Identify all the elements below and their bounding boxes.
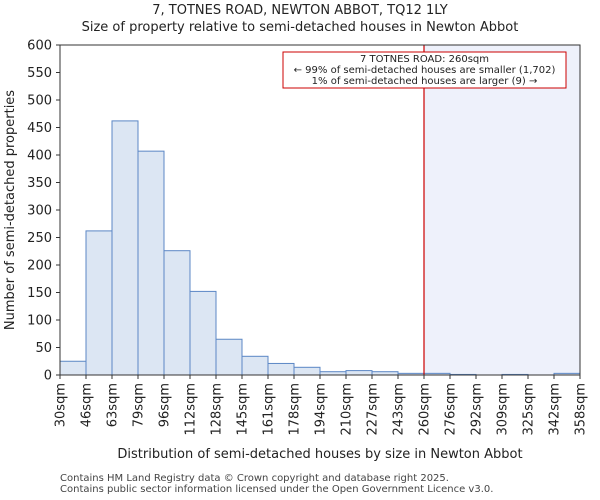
y-tick-label: 550 — [27, 66, 52, 81]
bar-46sqm — [85, 230, 113, 376]
bar-63sqm — [111, 120, 139, 376]
y-tick-label: 150 — [27, 286, 52, 301]
plot-frame — [59, 44, 581, 376]
x-tick-label: 128sqm — [210, 383, 225, 436]
y-tick-label: 200 — [27, 259, 52, 274]
bar-79sqm — [137, 150, 165, 376]
x-tick-label: 325sqm — [522, 383, 537, 436]
x-tick-label: 243sqm — [392, 383, 407, 436]
bar-112sqm — [189, 290, 217, 376]
y-tick-label: 350 — [27, 176, 52, 191]
x-tick-label: 358sqm — [574, 383, 589, 436]
footer-line-2: Contains public sector information licen… — [60, 484, 494, 495]
x-tick-label: 210sqm — [340, 383, 355, 436]
x-tick-label: 112sqm — [184, 383, 199, 436]
x-tick-label: 178sqm — [288, 383, 303, 436]
annotation-line-2: ← 99% of semi-detached houses are smalle… — [294, 65, 556, 76]
bar-161sqm — [267, 362, 295, 376]
x-axis-label: Distribution of semi-detached houses by … — [117, 447, 522, 462]
bar-128sqm — [215, 338, 243, 376]
footer-line-1: Contains HM Land Registry data © Crown c… — [60, 473, 449, 484]
y-tick-label: 500 — [27, 94, 52, 109]
y-tick-label: 300 — [27, 204, 52, 219]
bar-178sqm — [293, 366, 321, 376]
annotation-line-3: 1% of semi-detached houses are larger (9… — [312, 76, 538, 87]
x-tick-label: 194sqm — [314, 383, 329, 436]
y-tick-label: 450 — [27, 121, 52, 136]
annotation-box: 7 TOTNES ROAD: 260sqm ← 99% of semi-deta… — [282, 51, 567, 89]
highlight-region — [424, 45, 580, 375]
x-axis: 30sqm 46sqm 63sqm 79sqm 96sqm 112sqm 128sqm 145… — [54, 375, 589, 436]
bar-210sqm — [345, 370, 373, 376]
annotation-line-1: 7 TOTNES ROAD: 260sqm — [360, 54, 489, 65]
x-tick-label: 79sqm — [132, 383, 147, 427]
y-axis-label: Number of semi-detached properties — [3, 90, 18, 330]
y-tick-label: 400 — [27, 149, 52, 164]
x-tick-label: 309sqm — [496, 383, 511, 436]
x-tick-label: 260sqm — [418, 383, 433, 436]
bar-145sqm — [241, 355, 269, 376]
x-tick-label: 96sqm — [158, 383, 173, 427]
bars-group — [59, 120, 581, 376]
x-tick-label: 30sqm — [54, 383, 69, 427]
y-tick-label: 50 — [35, 341, 52, 356]
bar-96sqm — [163, 250, 191, 376]
chart-title: 7, TOTNES ROAD, NEWTON ABBOT, TQ12 1LY — [152, 3, 448, 18]
x-tick-label: 46sqm — [80, 383, 95, 427]
y-axis: 0 50 100 150 200 250 300 350 400 450 500 550 600 — [27, 39, 60, 384]
x-tick-label: 292sqm — [470, 383, 485, 436]
x-tick-label: 145sqm — [236, 383, 251, 436]
x-tick-label: 227sqm — [366, 383, 381, 436]
x-tick-label: 161sqm — [262, 383, 277, 436]
y-tick-label: 600 — [27, 39, 52, 54]
x-tick-label: 342sqm — [548, 383, 563, 436]
y-tick-label: 0 — [44, 369, 52, 384]
x-tick-label: 63sqm — [106, 383, 121, 427]
chart-subtitle: Size of property relative to semi-detach… — [81, 20, 519, 35]
x-tick-label: 276sqm — [444, 383, 459, 436]
y-tick-label: 100 — [27, 314, 52, 329]
y-tick-label: 250 — [27, 231, 52, 246]
bar-30sqm — [59, 360, 87, 376]
